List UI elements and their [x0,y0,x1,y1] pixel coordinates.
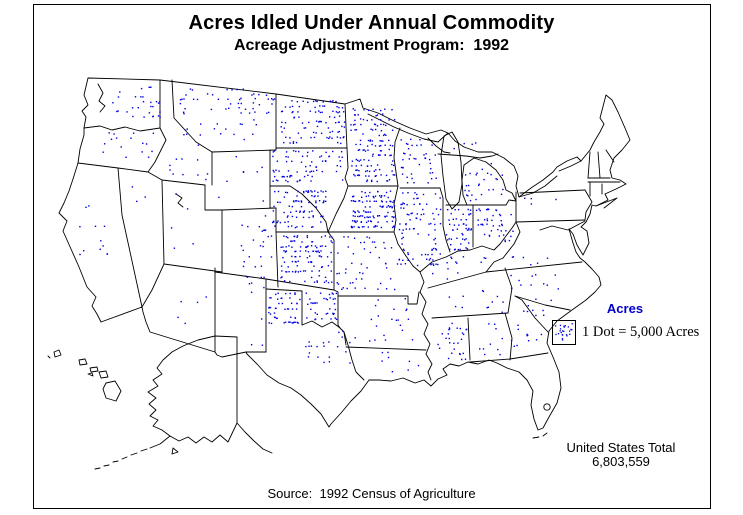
source-note: Source: 1992 Census of Agriculture [267,486,476,501]
us-total-value: 6,803,559 [592,454,650,469]
dot-density-layer [79,86,559,373]
legend-title: Acres [606,301,644,316]
page-title: Acres Idled Under Annual Commodity [188,12,555,34]
page-subtitle: Acreage Adjustment Program: 1992 [233,37,510,54]
map-frame-border [33,4,711,509]
legend-entry: 1 Dot = 5,000 Acres [582,324,700,340]
dot-density-swatch [552,320,576,345]
us-total-block: United States Total 6,803,559 [555,441,687,469]
us-total-label: United States Total [566,440,676,455]
